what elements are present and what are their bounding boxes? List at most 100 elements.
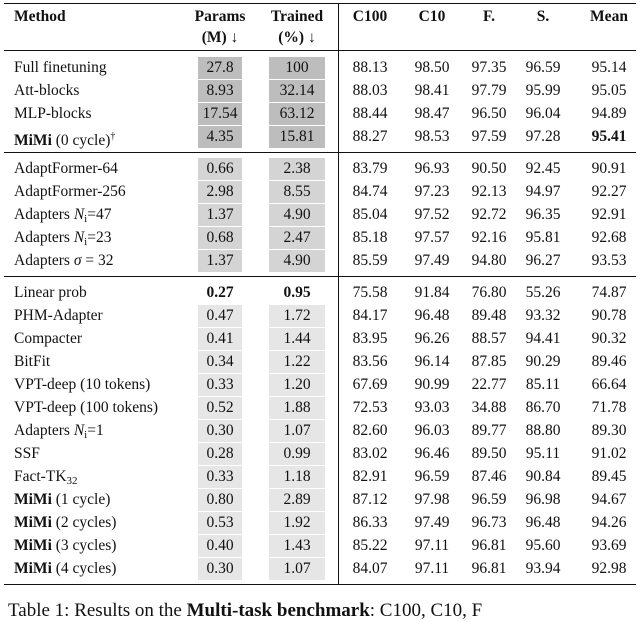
value-cell: 1.92 (283, 514, 311, 531)
value-cell: 97.11 (414, 560, 450, 577)
value-cell: 96.03 (414, 422, 450, 439)
value-cell: 94.97 (525, 183, 561, 200)
cell-shade (198, 374, 242, 396)
cell-shade (269, 57, 325, 79)
header-cell: S. (536, 8, 550, 25)
method-cell: MiMi (0 cycle)† (14, 126, 115, 152)
value-cell: 90.99 (414, 376, 450, 393)
value-cell: 96.98 (525, 491, 561, 508)
cell-shade (269, 227, 325, 249)
method-cell: Att-blocks (14, 80, 79, 102)
cell-shade (198, 204, 242, 226)
method-text: =23 (87, 229, 112, 246)
method-text: (2 cycles) (51, 514, 117, 531)
method-cell: Adapters σ = 32 (14, 250, 113, 272)
method-text: N (73, 206, 85, 223)
method-cell: AdaptFormer-256 (14, 181, 126, 203)
value-cell: 89.30 (591, 422, 627, 439)
value-cell: 1.37 (206, 206, 234, 223)
value-cell: 84.17 (352, 307, 388, 324)
method-text: MiMi (14, 560, 52, 577)
cell-shade (269, 328, 325, 350)
value-cell: 100 (285, 59, 309, 76)
value-cell: 89.50 (471, 445, 507, 462)
method-text: σ (73, 252, 82, 269)
group-rule (4, 584, 636, 585)
divider (338, 152, 339, 277)
method-text: i (84, 236, 88, 248)
method-cell: VPT-deep (100 tokens) (14, 397, 158, 419)
cell-shade (198, 558, 242, 580)
method-text: Adapters (14, 252, 74, 269)
value-cell: 4.35 (206, 128, 234, 145)
cell-shade (269, 250, 325, 272)
value-cell: 83.79 (352, 160, 388, 177)
method-text: Adapters (14, 206, 74, 223)
value-cell: 1.22 (283, 353, 311, 370)
value-cell: 97.35 (471, 59, 507, 76)
value-cell: 17.54 (202, 105, 238, 122)
value-cell: 97.49 (414, 252, 450, 269)
value-cell: 1.72 (283, 307, 311, 324)
method-cell: Adapters Ni=23 (14, 227, 111, 253)
cell-shade (198, 158, 242, 180)
cell-shade (198, 535, 242, 557)
value-cell: 0.99 (283, 445, 311, 462)
value-cell: 94.26 (591, 514, 627, 531)
value-cell: 96.26 (414, 330, 450, 347)
value-cell: 0.33 (206, 468, 234, 485)
value-cell: 22.77 (471, 376, 507, 393)
value-cell: 0.34 (206, 353, 234, 370)
value-cell: 32.14 (279, 82, 315, 99)
value-cell: 96.81 (471, 560, 507, 577)
value-cell: 72.53 (352, 399, 388, 416)
value-cell: 97.52 (414, 206, 450, 223)
method-text: N (73, 422, 85, 439)
value-cell: 90.78 (591, 307, 627, 324)
value-cell: 97.28 (525, 128, 561, 145)
method-text: BitFit (14, 353, 51, 370)
value-cell: 96.35 (525, 206, 561, 223)
value-cell: 91.02 (591, 445, 627, 462)
value-cell: 97.23 (414, 183, 450, 200)
divider (338, 276, 339, 585)
value-cell: 93.69 (591, 537, 627, 554)
cell-shade (269, 397, 325, 419)
cell-shade (198, 126, 242, 148)
method-text: (4 cycles) (51, 560, 117, 577)
value-cell: 4.90 (283, 206, 311, 223)
value-cell: 88.03 (352, 82, 388, 99)
value-cell: 1.18 (283, 468, 311, 485)
value-cell: 87.85 (471, 353, 507, 370)
value-cell: 95.99 (525, 82, 561, 99)
header-cell: (%) ↓ (278, 29, 316, 46)
header-rule (4, 50, 636, 51)
value-cell: 67.69 (352, 376, 388, 393)
value-cell: 85.59 (352, 252, 388, 269)
value-cell: 97.49 (414, 514, 450, 531)
cell-shade (269, 204, 325, 226)
value-cell: 90.91 (591, 160, 627, 177)
value-cell: 0.53 (206, 514, 234, 531)
value-cell: 2.47 (283, 229, 311, 246)
cell-shade (198, 305, 242, 327)
value-cell: 0.68 (206, 229, 234, 246)
method-cell: MLP-blocks (14, 103, 92, 125)
value-cell: 85.18 (352, 229, 388, 246)
method-text: MiMi (14, 491, 52, 508)
value-cell: 89.77 (471, 422, 507, 439)
value-cell: 90.84 (525, 468, 561, 485)
value-cell: 97.59 (471, 128, 507, 145)
caption: Table 1: Results on the Multi-task bench… (8, 600, 482, 622)
value-cell: 96.27 (525, 252, 561, 269)
value-cell: 2.89 (283, 491, 311, 508)
value-cell: 90.50 (471, 160, 507, 177)
cell-shade (269, 466, 325, 488)
method-text: Linear prob (14, 284, 87, 301)
header-cell: Method (14, 8, 66, 25)
value-cell: 2.98 (206, 183, 234, 200)
value-cell: 85.22 (352, 537, 388, 554)
value-cell: 1.20 (283, 376, 311, 393)
value-cell: 89.46 (591, 353, 627, 370)
method-text: =1 (87, 422, 104, 439)
